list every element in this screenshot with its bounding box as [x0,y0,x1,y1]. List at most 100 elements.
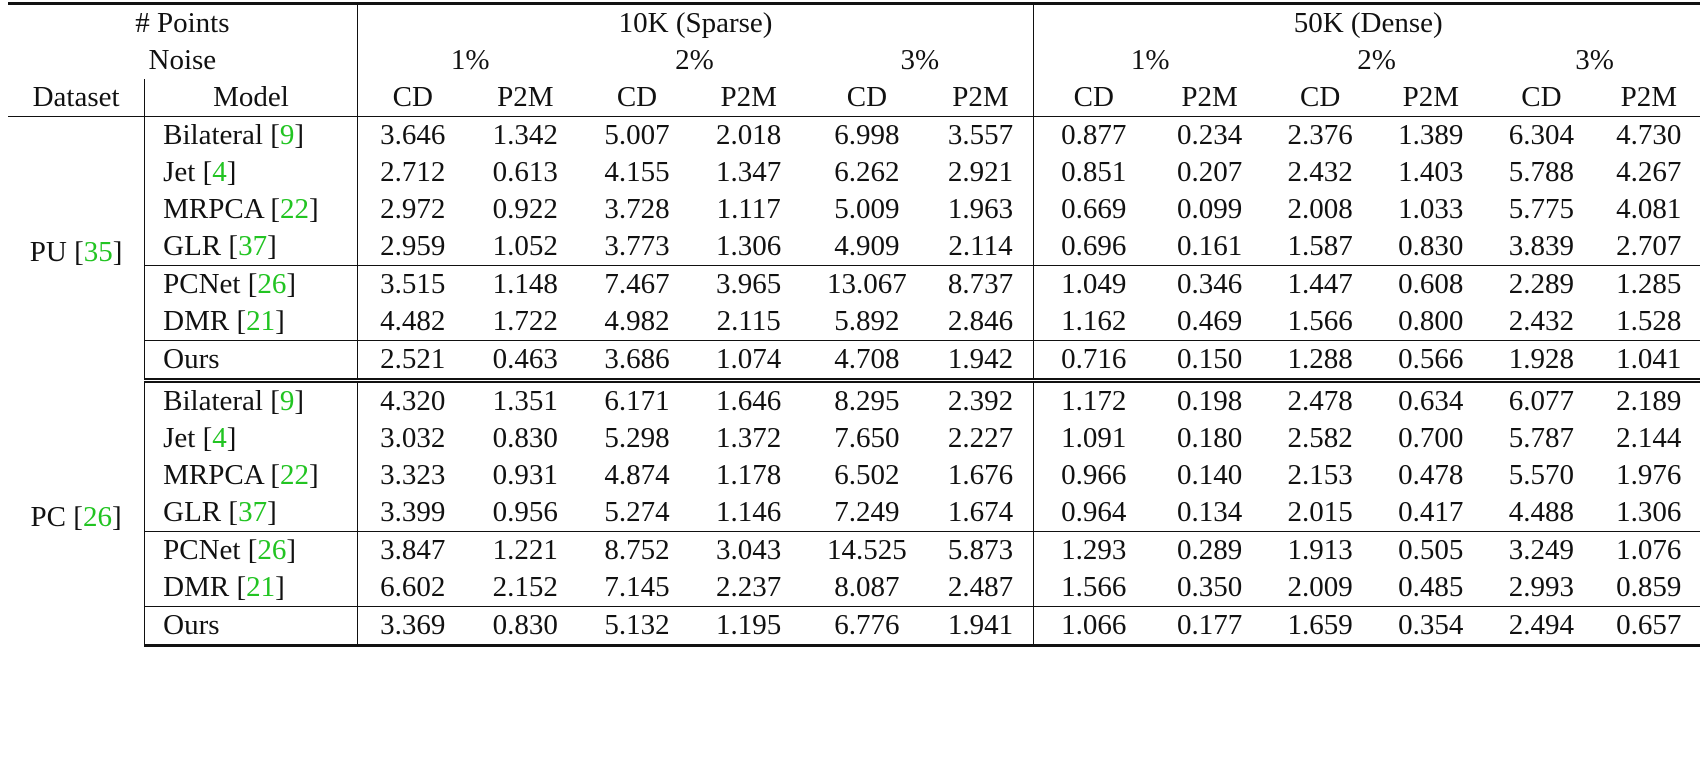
table-row: MRPCA [22] 3.323 0.931 4.874 1.178 6.502 1.676… [8,457,1700,494]
cd-value-cell: 5.009 [834,193,900,225]
citation-link[interactable]: 4 [212,422,227,454]
p2m-value-cell: 0.161 [1153,228,1266,266]
model-cell: MRPCA [22] [144,191,358,228]
p2m-value-cell: 2.152 [467,569,583,607]
cd-value-cell: 3.032 [356,420,468,457]
p2m-value-cell: 1.722 [467,303,583,341]
cd-value-cell: 1.049 [1033,265,1154,303]
p2m-value-cell: 0.463 [467,340,583,383]
table-row: GLR [37] 2.959 1.052 3.773 1.306 4.909 2.114 0.… [8,228,1700,266]
model-cell: PCNet [26] [144,265,358,303]
p2m-value-cell: 1.676 [947,459,1014,491]
cd-value-cell: 2.972 [356,191,468,228]
ours-row: Ours 3.369 0.830 5.132 1.195 6.776 1.941 1.066 0… [8,606,1700,647]
citation-link[interactable]: 9 [279,385,295,417]
p2m-value-cell: 0.150 [1153,340,1266,383]
dense-header: 50K (Dense) [1033,2,1700,42]
cd-value-cell: 0.877 [1033,116,1154,154]
model-cell: PCNet [26] [144,531,358,569]
cd-value-cell: 3.728 [604,193,670,225]
dataset-name: PU [29,236,67,269]
p2m-value-cell: 1.528 [1595,303,1700,341]
points-header: # Points [8,2,358,42]
noise-level-header: 3% [900,44,940,76]
citation-link[interactable]: 21 [246,305,276,337]
cd-value-cell: 3.249 [1508,534,1575,566]
p2m-value-cell: 2.189 [1616,385,1682,417]
citation-link[interactable]: 37 [238,496,268,528]
p2m-value-cell: 1.041 [1595,340,1700,383]
cd-value-cell: 6.304 [1508,119,1575,151]
p2m-value-cell: 0.830 [467,606,583,647]
p2m-value-cell: 5.873 [947,534,1014,566]
p2m-value-cell: 1.389 [1398,119,1464,151]
citation-link[interactable]: 21 [246,571,276,603]
header-row-noise: Noise 1% 2% 3% 1% 2% 3% [8,42,1700,79]
p2m-value-cell: 1.347 [716,156,782,188]
noise-level-header: 3% [1575,44,1614,76]
model-name: MRPCA [163,459,264,491]
citation-link[interactable]: 35 [83,236,113,269]
cd-value-cell: 8.295 [834,385,900,417]
p2m-value-cell: 0.859 [1595,569,1700,607]
citation-link[interactable]: 4 [212,156,227,188]
cd-value-cell: 6.262 [834,156,900,188]
cd-value-cell: 2.478 [1287,385,1353,417]
p2m-value-cell: 0.608 [1398,268,1464,300]
p2m-value-cell: 0.198 [1176,385,1243,417]
p2m-value-cell: 0.478 [1398,459,1464,491]
cd-value-cell: 6.502 [834,459,900,491]
p2m-value-cell: 0.830 [1374,228,1488,266]
p2m-value-cell: 3.965 [716,268,782,300]
citation-link[interactable]: 22 [280,193,310,225]
cd-value-cell: 3.369 [356,606,468,647]
p2m-value-cell: 0.099 [1176,193,1243,225]
cd-value-cell: 3.323 [356,457,468,494]
cd-value-cell: 2.153 [1287,459,1353,491]
table-row: DMR [21] 6.602 2.152 7.145 2.237 8.087 2.487 1.… [8,569,1700,607]
cd-value-cell: 8.752 [604,534,670,566]
p2m-value-cell: 1.941 [927,606,1034,647]
p2m-value-cell: 0.485 [1374,569,1488,607]
metric-header: CD [356,79,468,117]
citation-link[interactable]: 37 [238,230,268,262]
model-cell: Ours [144,340,358,383]
cd-value-cell: 2.582 [1287,422,1353,454]
p2m-value-cell: 0.350 [1153,569,1266,607]
model-name: GLR [163,496,222,528]
citation-link[interactable]: 9 [279,119,295,151]
cd-value-cell: 1.162 [1033,303,1154,341]
p2m-value-cell: 2.921 [947,156,1014,188]
cd-value-cell: 1.293 [1033,531,1154,569]
dataset-header: Dataset [8,79,145,117]
ours-row: Ours 2.521 0.463 3.686 1.074 4.708 1.942 0.716 0… [8,340,1700,383]
p2m-value-cell: 2.237 [691,569,807,607]
p2m-value-cell: 2.846 [927,303,1034,341]
cd-value-cell: 1.172 [1033,380,1154,420]
p2m-value-cell: 4.081 [1616,193,1682,225]
cd-value-cell: 1.587 [1265,228,1375,266]
cd-value-cell: 6.077 [1508,385,1575,417]
metric-header: P2M [691,79,807,117]
p2m-value-cell: 1.117 [716,193,781,225]
cd-value-cell: 1.913 [1287,534,1353,566]
p2m-value-cell: 0.134 [1153,494,1266,532]
model-cell: Jet [4] [144,420,358,457]
cd-value-cell: 8.087 [806,569,928,607]
citation-link[interactable]: 26 [257,268,287,300]
model-name: Jet [163,156,196,188]
model-cell: DMR [21] [144,569,358,607]
cd-value-cell: 13.067 [827,268,907,300]
citation-link[interactable]: 26 [257,534,287,566]
cd-value-cell: 14.525 [827,534,907,566]
p2m-value-cell: 0.613 [492,156,558,188]
header-row-points: # Points 10K (Sparse) 50K (Dense) [8,2,1700,42]
cd-value-cell: 1.659 [1265,606,1375,647]
citation-link[interactable]: 22 [280,459,310,491]
cd-value-cell: 5.788 [1508,156,1575,188]
p2m-value-cell: 1.674 [927,494,1034,532]
cd-value-cell: 2.993 [1487,569,1596,607]
cd-value-cell: 0.851 [1033,154,1154,191]
citation-link[interactable]: 26 [82,500,112,533]
p2m-value-cell: 0.922 [492,193,558,225]
